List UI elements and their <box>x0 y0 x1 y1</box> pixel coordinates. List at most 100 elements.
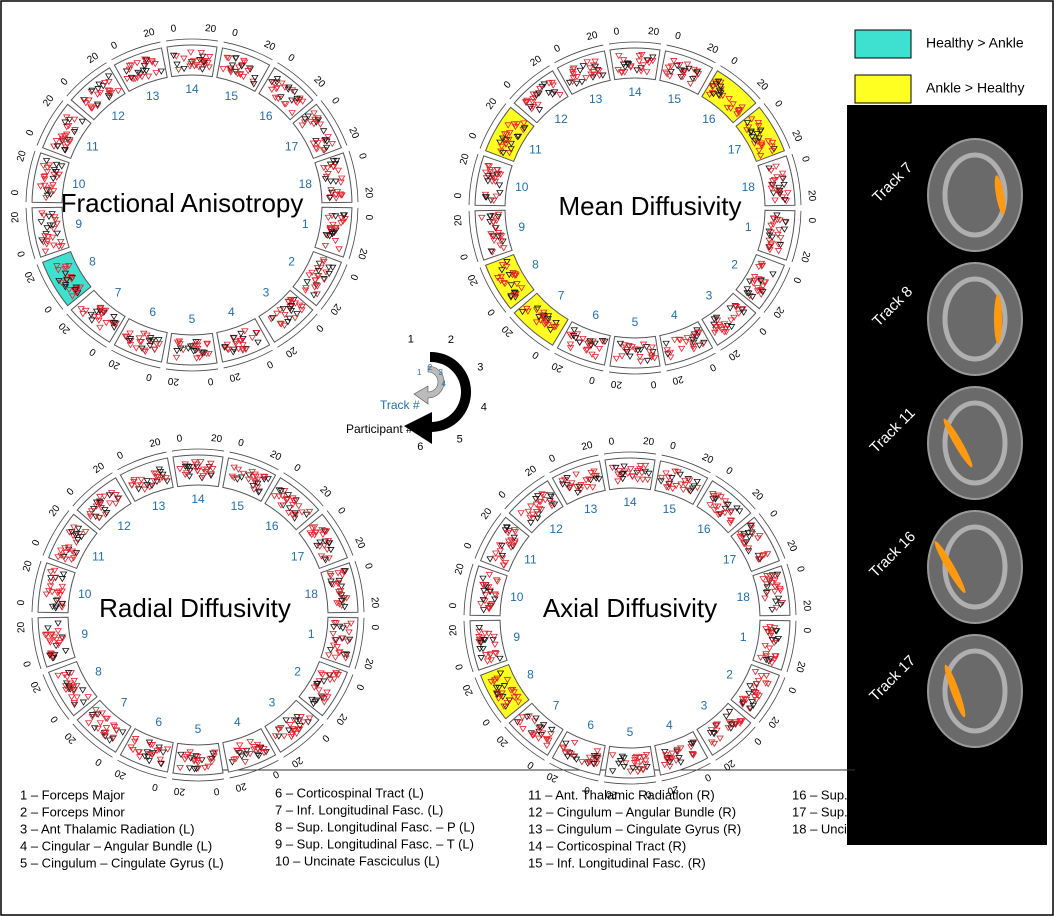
track-number: 7 <box>121 695 128 709</box>
track-number: 16 <box>702 112 716 126</box>
tract-highlight <box>994 294 1002 344</box>
track-number: 8 <box>527 668 534 682</box>
track-number: 13 <box>152 499 166 513</box>
track-number: 15 <box>231 499 245 513</box>
key-participant-number: 3 <box>477 361 483 373</box>
track-number: 8 <box>532 258 539 272</box>
track-list-item: 14 – Corticospinal Tract (R) <box>528 838 686 853</box>
ring-tick-label: 20 <box>369 597 381 609</box>
track-list-item: 12 – Cingulum – Angular Bundle (R) <box>528 804 736 819</box>
key-participant-number: 6 <box>417 441 423 453</box>
track-number: 5 <box>189 312 196 326</box>
track-number: 4 <box>666 718 673 732</box>
track-number: 4 <box>234 715 241 729</box>
legend-swatch <box>855 75 911 103</box>
track-number: 16 <box>265 519 279 533</box>
track-number: 5 <box>195 722 202 736</box>
track-number: 5 <box>627 725 634 739</box>
track-number: 18 <box>742 180 756 194</box>
track-number: 15 <box>225 89 239 103</box>
track-number: 13 <box>584 502 598 516</box>
track-number: 8 <box>89 255 96 269</box>
track-number: 4 <box>228 305 235 319</box>
panel-title: Fractional Anisotropy <box>61 188 304 218</box>
track-number: 2 <box>731 258 738 272</box>
track-number: 17 <box>291 550 305 564</box>
track-number: 11 <box>86 140 99 154</box>
track-number: 11 <box>529 143 542 157</box>
key-track-number: 1 <box>417 368 422 377</box>
key-track-number: 3 <box>438 368 443 377</box>
track-number: 3 <box>706 288 713 302</box>
track-number: 6 <box>592 308 599 322</box>
track-list-item: 4 – Cingular – Angular Bundle (L) <box>20 838 212 853</box>
track-number: 14 <box>623 495 637 509</box>
track-number: 18 <box>305 587 319 601</box>
track-number: 12 <box>111 109 125 123</box>
track-list-item: 8 – Sup. Longitudinal Fasc. – P (L) <box>275 819 475 834</box>
key-participant-label: Participant # <box>346 422 413 436</box>
track-list-item: 1 – Forceps Major <box>20 787 125 802</box>
ring-tick-label: 20 <box>453 214 465 226</box>
track-number: 18 <box>299 177 313 191</box>
figure: Healthy > Ankle Ankle > Healthy Fractional… <box>0 0 1054 916</box>
track-number: 9 <box>75 217 82 231</box>
track-number: 3 <box>269 695 276 709</box>
ring-tick-label: 20 <box>204 23 217 35</box>
track-list-item: 6 – Corticospinal Tract (L) <box>275 785 424 800</box>
track-number: 12 <box>554 112 568 126</box>
track-number: 6 <box>149 305 156 319</box>
track-number: 12 <box>117 519 131 533</box>
track-number: 1 <box>740 630 747 644</box>
track-number: 18 <box>737 590 751 604</box>
track-number: 16 <box>259 109 273 123</box>
track-number: 11 <box>92 550 105 564</box>
track-list-item: 15 – Inf. Longitudinal Fasc. (R) <box>528 855 706 870</box>
track-number: 14 <box>191 492 205 506</box>
key-participant-number: 1 <box>408 333 414 345</box>
track-number: 17 <box>285 140 299 154</box>
track-number: 2 <box>288 255 295 269</box>
track-number: 14 <box>185 82 199 96</box>
track-number: 12 <box>549 522 563 536</box>
track-number: 9 <box>518 220 525 234</box>
track-list-item: 9 – Sup. Longitudinal Fasc. – T (L) <box>275 836 474 851</box>
track-number: 1 <box>302 217 309 231</box>
track-number: 1 <box>745 220 752 234</box>
track-number: 13 <box>589 92 603 106</box>
key-track-label: Track # <box>380 398 420 412</box>
track-number: 16 <box>697 522 711 536</box>
track-list-item: 16 – Sup. Longitudinal Fasc. – P (R) <box>792 787 1001 802</box>
ring-tick-label: 20 <box>448 624 460 636</box>
key-participant-number: 5 <box>457 433 463 445</box>
track-number: 3 <box>263 285 270 299</box>
track-segment <box>610 48 660 80</box>
ring-tick-label: 20 <box>16 621 28 633</box>
key-participant-number: 4 <box>481 401 487 413</box>
ring-tick-label: 20 <box>806 190 818 202</box>
track-list-item: 17 – Sup. Longitudinal Fasc. – T (R) <box>792 804 1000 819</box>
panel-title: Mean Diffusivity <box>558 191 741 221</box>
ring-tick-label: 20 <box>363 187 375 199</box>
track-list-item: 2 – Forceps Minor <box>20 804 125 819</box>
track-number: 11 <box>524 553 537 567</box>
track-number: 2 <box>726 668 733 682</box>
track-list-item: 10 – Uncinate Fasciculus (L) <box>275 853 440 868</box>
track-number: 6 <box>155 715 162 729</box>
legend-label: Healthy > Ankle <box>926 35 1024 51</box>
track-number: 10 <box>510 590 524 604</box>
legend-swatch <box>855 30 911 58</box>
track-number: 14 <box>628 85 642 99</box>
ring-tick-label: 20 <box>10 211 22 223</box>
track-number: 2 <box>294 665 301 679</box>
track-number: 15 <box>663 502 677 516</box>
track-number: 7 <box>115 285 122 299</box>
legend-label: Ankle > Healthy <box>926 80 1024 96</box>
track-list-item: 5 – Cingulum – Cingulate Gyrus (L) <box>20 855 224 870</box>
key-track-number: 2 <box>428 363 433 372</box>
panel-title: Axial Diffusivity <box>543 593 717 623</box>
key-participant-number: 2 <box>448 334 454 346</box>
track-number: 9 <box>81 627 88 641</box>
track-number: 15 <box>668 92 682 106</box>
key-track-number: 4 <box>442 380 447 389</box>
